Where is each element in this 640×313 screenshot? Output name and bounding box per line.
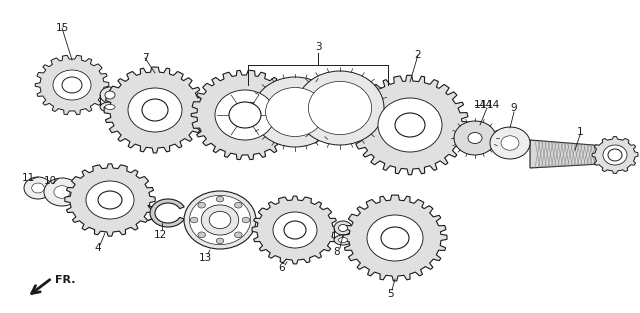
Ellipse shape — [216, 196, 224, 202]
Ellipse shape — [501, 136, 519, 150]
Text: 14: 14 — [480, 100, 493, 110]
Ellipse shape — [608, 149, 622, 161]
Ellipse shape — [308, 81, 372, 135]
Ellipse shape — [100, 102, 120, 112]
Text: 13: 13 — [198, 253, 212, 263]
Text: 14: 14 — [487, 100, 500, 110]
Ellipse shape — [334, 221, 352, 235]
Polygon shape — [150, 199, 184, 227]
Ellipse shape — [142, 99, 168, 121]
Ellipse shape — [603, 145, 627, 165]
Ellipse shape — [253, 77, 337, 147]
Ellipse shape — [266, 88, 324, 136]
Text: 5: 5 — [387, 289, 394, 299]
Polygon shape — [343, 195, 447, 281]
Ellipse shape — [339, 238, 348, 243]
Ellipse shape — [339, 224, 348, 232]
Ellipse shape — [98, 191, 122, 209]
Ellipse shape — [105, 91, 115, 99]
Ellipse shape — [44, 178, 80, 206]
Ellipse shape — [32, 183, 44, 193]
Ellipse shape — [24, 177, 52, 199]
Polygon shape — [104, 67, 206, 153]
Text: 9: 9 — [511, 103, 517, 113]
Polygon shape — [65, 164, 155, 236]
Ellipse shape — [215, 90, 275, 140]
Ellipse shape — [201, 205, 239, 235]
Text: 15: 15 — [56, 23, 68, 33]
Ellipse shape — [100, 87, 120, 103]
Ellipse shape — [395, 113, 425, 137]
Polygon shape — [191, 70, 299, 160]
Polygon shape — [35, 55, 109, 115]
Ellipse shape — [490, 127, 530, 159]
Text: 2: 2 — [415, 50, 421, 60]
Ellipse shape — [86, 181, 134, 219]
Polygon shape — [252, 196, 338, 264]
Text: 3: 3 — [315, 42, 321, 52]
Polygon shape — [592, 136, 638, 173]
Text: 1: 1 — [577, 127, 583, 137]
Text: 10: 10 — [44, 176, 56, 186]
Ellipse shape — [128, 88, 182, 132]
Ellipse shape — [216, 238, 224, 244]
Text: 11: 11 — [21, 173, 35, 183]
Ellipse shape — [198, 232, 205, 238]
Ellipse shape — [367, 215, 423, 261]
Ellipse shape — [468, 132, 482, 143]
Ellipse shape — [284, 221, 306, 239]
Text: FR.: FR. — [55, 275, 76, 285]
Ellipse shape — [296, 71, 384, 145]
Ellipse shape — [209, 211, 231, 229]
Text: 14: 14 — [474, 100, 486, 110]
Ellipse shape — [54, 186, 70, 198]
Text: 7: 7 — [141, 53, 148, 63]
Ellipse shape — [234, 203, 242, 208]
Ellipse shape — [378, 98, 442, 152]
Ellipse shape — [105, 105, 115, 110]
Ellipse shape — [242, 217, 250, 223]
Ellipse shape — [198, 203, 205, 208]
Ellipse shape — [334, 235, 352, 245]
Ellipse shape — [190, 217, 198, 223]
Text: 6: 6 — [278, 263, 285, 273]
Text: 12: 12 — [154, 230, 166, 240]
Ellipse shape — [273, 212, 317, 248]
Ellipse shape — [381, 227, 409, 249]
Polygon shape — [530, 140, 618, 168]
Ellipse shape — [184, 191, 256, 249]
Text: 8: 8 — [333, 247, 340, 257]
Polygon shape — [351, 75, 468, 175]
Ellipse shape — [53, 70, 91, 100]
Ellipse shape — [454, 121, 496, 155]
Text: 4: 4 — [95, 243, 101, 253]
Ellipse shape — [189, 195, 251, 245]
Ellipse shape — [62, 77, 82, 93]
Ellipse shape — [234, 232, 242, 238]
Ellipse shape — [229, 102, 261, 128]
